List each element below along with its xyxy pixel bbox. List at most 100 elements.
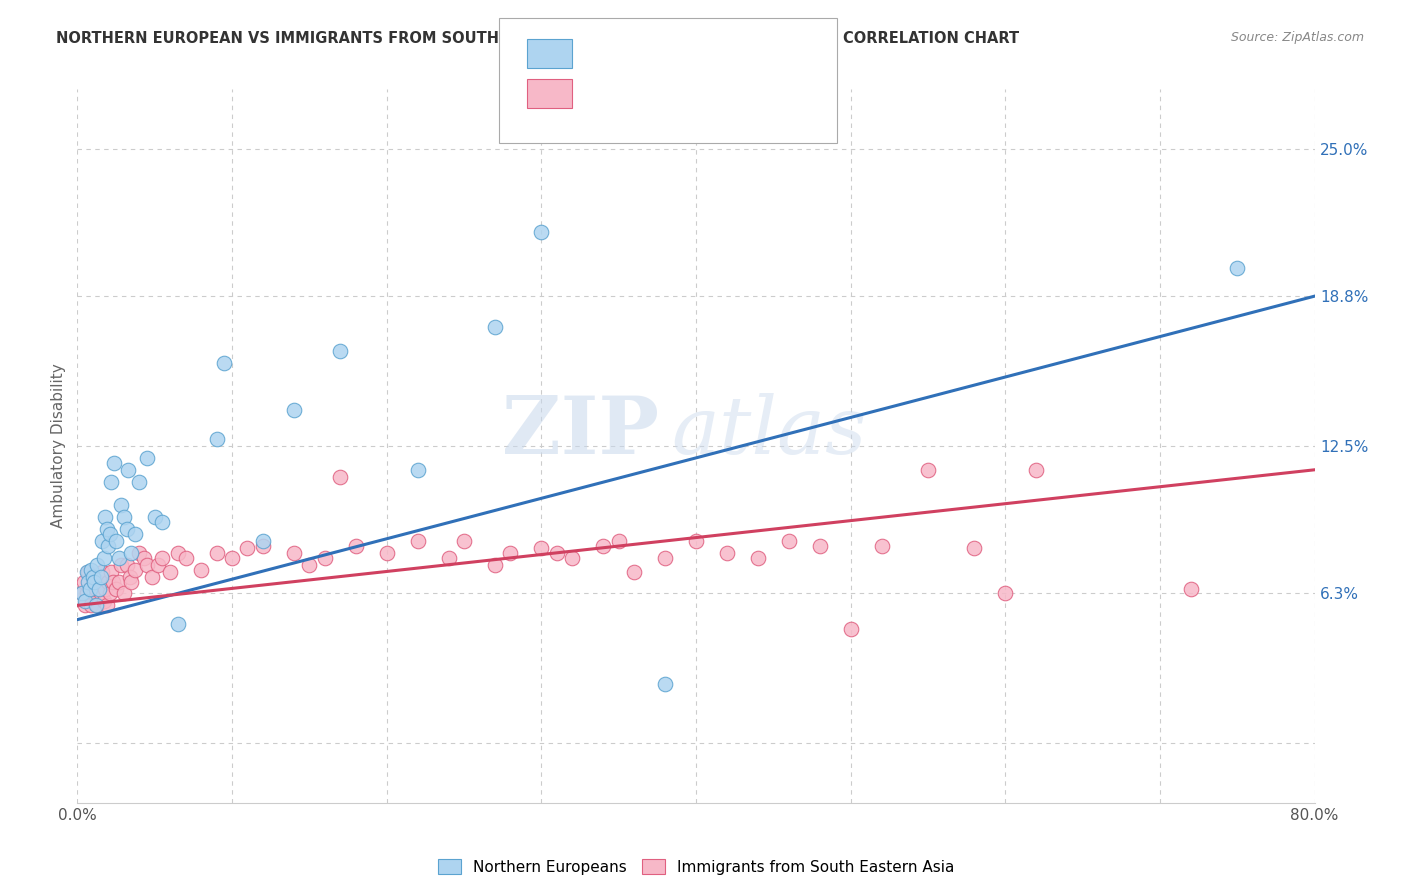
Point — [101, 574, 124, 589]
Point — [87, 574, 110, 589]
Point — [314, 550, 336, 565]
Point — [108, 550, 131, 565]
Point — [79, 582, 101, 596]
Point — [167, 617, 190, 632]
Text: N = 45: N = 45 — [675, 45, 737, 62]
Point — [93, 593, 115, 607]
Point — [94, 510, 117, 524]
Point — [112, 510, 135, 524]
Point — [80, 563, 103, 577]
Point — [84, 582, 107, 596]
Point — [484, 320, 506, 334]
Point — [98, 527, 121, 541]
Point — [128, 475, 150, 489]
Point — [298, 558, 321, 572]
Point — [94, 582, 117, 596]
Point — [118, 570, 141, 584]
Point — [375, 546, 398, 560]
Point — [75, 599, 96, 613]
Point — [96, 599, 118, 613]
Point — [115, 522, 138, 536]
Legend: Northern Europeans, Immigrants from South Eastern Asia: Northern Europeans, Immigrants from Sout… — [432, 853, 960, 880]
Point — [214, 356, 236, 370]
Point — [453, 534, 475, 549]
Text: NORTHERN EUROPEAN VS IMMIGRANTS FROM SOUTH EASTERN ASIA AMBULATORY DISABILITY CO: NORTHERN EUROPEAN VS IMMIGRANTS FROM SOU… — [56, 31, 1019, 46]
Y-axis label: Ambulatory Disability: Ambulatory Disability — [51, 364, 66, 528]
Point — [132, 550, 155, 565]
Point — [1180, 582, 1202, 596]
Point — [105, 534, 128, 549]
Point — [344, 539, 367, 553]
Point — [82, 570, 104, 584]
Point — [76, 586, 98, 600]
Point — [607, 534, 630, 549]
Point — [159, 565, 181, 579]
Point — [1226, 260, 1249, 275]
Point — [117, 463, 139, 477]
Point — [530, 225, 553, 239]
Point — [75, 593, 96, 607]
Point — [115, 558, 138, 572]
Text: R = 0.453: R = 0.453 — [581, 45, 664, 62]
Point — [174, 550, 197, 565]
Point — [105, 582, 128, 596]
Point — [84, 599, 107, 613]
Point — [86, 558, 108, 572]
Point — [103, 456, 125, 470]
Point — [283, 403, 305, 417]
Point — [100, 565, 122, 579]
Point — [146, 558, 169, 572]
Point — [190, 563, 212, 577]
Text: ZIP: ZIP — [502, 392, 659, 471]
Point — [963, 541, 986, 556]
Text: N = 73: N = 73 — [675, 85, 737, 103]
Point — [112, 586, 135, 600]
Text: Source: ZipAtlas.com: Source: ZipAtlas.com — [1230, 31, 1364, 45]
Point — [152, 550, 174, 565]
Point — [623, 565, 645, 579]
Point — [716, 546, 738, 560]
Point — [839, 622, 862, 636]
Point — [136, 558, 159, 572]
Point — [100, 475, 122, 489]
Point — [808, 539, 831, 553]
Point — [870, 539, 893, 553]
Point — [136, 450, 159, 465]
Point — [124, 563, 146, 577]
Point — [994, 586, 1017, 600]
Point — [93, 550, 115, 565]
Point — [76, 565, 98, 579]
Point — [80, 599, 103, 613]
Point — [72, 574, 94, 589]
Point — [90, 586, 112, 600]
Point — [205, 432, 228, 446]
Point — [77, 565, 100, 579]
Point — [236, 541, 259, 556]
Point — [654, 677, 676, 691]
Point — [484, 558, 506, 572]
Point — [437, 550, 460, 565]
Point — [329, 470, 352, 484]
Point — [110, 499, 132, 513]
Point — [252, 534, 274, 549]
Point — [70, 586, 93, 600]
Point — [143, 510, 166, 524]
Point — [152, 515, 174, 529]
Point — [747, 550, 769, 565]
Point — [546, 546, 568, 560]
Point — [86, 599, 108, 613]
Point — [141, 570, 163, 584]
Point — [110, 558, 132, 572]
Point — [406, 463, 429, 477]
Point — [205, 546, 228, 560]
Point — [778, 534, 800, 549]
Point — [97, 574, 120, 589]
Point — [283, 546, 305, 560]
Point — [221, 550, 243, 565]
Point — [96, 522, 118, 536]
Point — [561, 550, 583, 565]
Point — [90, 570, 112, 584]
Point — [530, 541, 553, 556]
Point — [499, 546, 522, 560]
Point — [83, 574, 105, 589]
